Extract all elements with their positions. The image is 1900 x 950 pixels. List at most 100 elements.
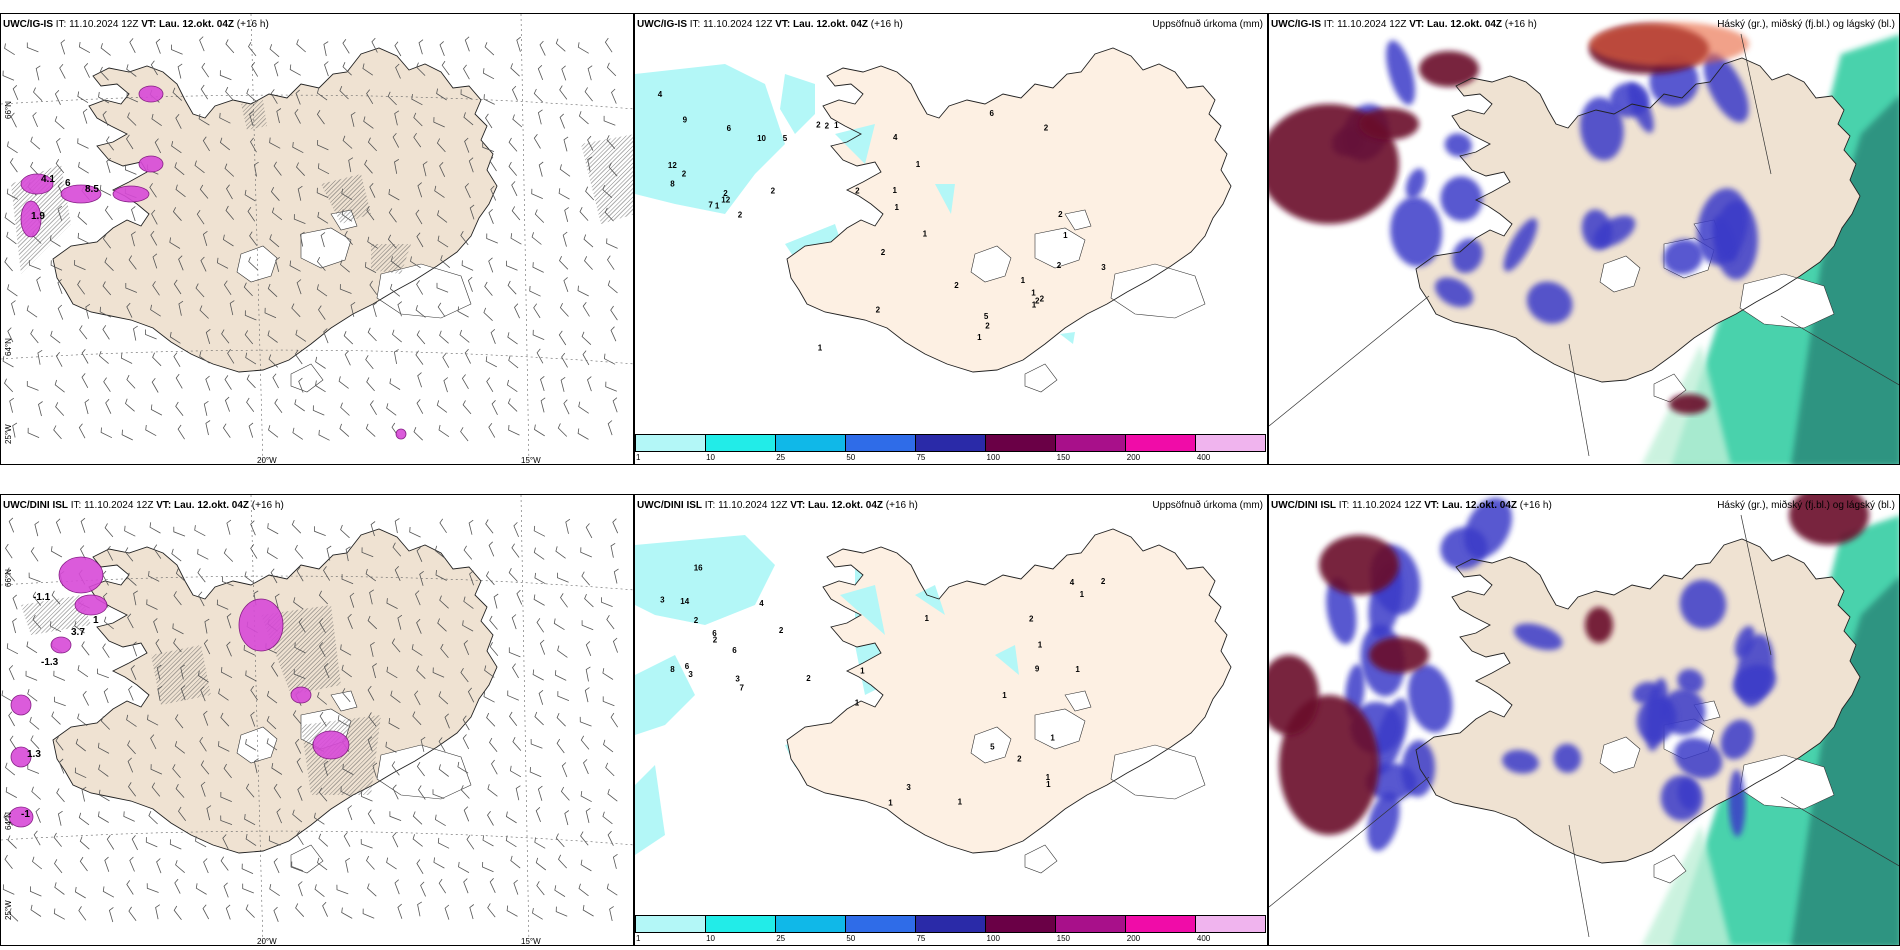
- wind-barb: [419, 570, 424, 586]
- wind-barb: [74, 621, 85, 634]
- wind-barb: [97, 668, 109, 679]
- wind-barb: [537, 785, 543, 801]
- wind-barb: [316, 187, 329, 198]
- boundary-line: [1269, 776, 1430, 908]
- wind-barb: [603, 739, 614, 753]
- wind-barb: [461, 374, 469, 390]
- wind-barb: [437, 837, 450, 849]
- wind-barb: [78, 41, 91, 54]
- wind-barb: [415, 350, 424, 365]
- wind-barb: [219, 112, 231, 124]
- wind-barb: [79, 836, 90, 850]
- wind-barb: [444, 904, 450, 920]
- precip-area: [635, 64, 785, 214]
- precip-value-label: 1: [923, 230, 928, 239]
- precip-value-label: 9: [1035, 665, 1040, 674]
- precip-value-label: 2: [806, 674, 811, 683]
- panel-header: UWC/IG-IS IT: 11.10.2024 12Z VT: Lau. 12…: [3, 19, 269, 30]
- wind-barb: [127, 740, 136, 755]
- wind-barb: [126, 64, 137, 77]
- wind-barb: [532, 908, 543, 920]
- mid-cloud-area: [1732, 664, 1777, 700]
- wind-barb: [174, 878, 181, 894]
- wind-barb: [420, 881, 426, 897]
- wind-barb: [1, 690, 13, 702]
- wind-barb: [180, 685, 186, 701]
- wind-barb: [172, 87, 183, 101]
- wind-barb: [485, 356, 497, 368]
- wind-barb: [150, 764, 163, 775]
- wind-barb: [56, 788, 65, 803]
- wind-barb: [30, 329, 39, 344]
- wind-barb: [416, 232, 424, 248]
- graticule-line: [520, 14, 530, 464]
- wind-barb: [28, 572, 41, 583]
- wind-barb: [296, 830, 304, 846]
- wind-barb: [289, 260, 301, 272]
- wind-barb: [250, 685, 258, 701]
- wind-barb: [439, 518, 447, 534]
- wind-barb: [131, 231, 136, 247]
- wind-barb: [104, 523, 114, 538]
- vertical-motion-blob: [138, 155, 164, 173]
- wind-barb: [296, 162, 305, 176]
- wind-barb: [242, 883, 254, 894]
- wind-barb: [270, 187, 280, 201]
- wind-barb: [77, 138, 89, 149]
- wind-barb: [126, 92, 139, 103]
- wind-barb: [174, 162, 185, 176]
- precip-value-label: 2: [825, 121, 830, 130]
- wind-value-label: -1.1: [33, 592, 51, 603]
- wind-barb: [85, 303, 91, 319]
- wind-barb: [437, 302, 446, 318]
- wind-barb: [216, 599, 229, 610]
- wind-barb: [205, 420, 211, 436]
- wind-barb: [487, 810, 494, 826]
- wind-barb: [298, 617, 306, 633]
- wind-barb: [579, 207, 589, 221]
- wind-barb: [273, 783, 282, 799]
- wind-barb: [391, 638, 401, 653]
- precip-value-label: 2: [881, 248, 886, 257]
- wind-barb: [416, 665, 426, 679]
- precip-value-label: 5: [990, 743, 995, 752]
- wind-barb: [487, 784, 498, 797]
- glacier-shape: [1034, 708, 1086, 750]
- wind-barb: [77, 713, 88, 727]
- wind-barb: [366, 855, 375, 870]
- wind-barb: [418, 39, 424, 55]
- wind-barb: [602, 811, 613, 825]
- wind-barb: [104, 205, 113, 221]
- wind-barb: [393, 349, 399, 364]
- wind-barb: [607, 255, 615, 270]
- wind-barb: [489, 737, 498, 752]
- wind-panel-dini: -1.1 1 3.7 -1.3 1.3 -1 UWC/DINI ISL IT: 11.10…: [0, 494, 634, 946]
- wind-barb: [610, 712, 619, 728]
- wind-barb: [511, 206, 521, 221]
- wind-barb: [128, 782, 137, 797]
- wind-barb: [533, 133, 541, 149]
- wind-barb: [484, 42, 495, 56]
- precip-value-label: 3: [735, 674, 740, 683]
- wind-barb: [561, 352, 568, 368]
- wind-barb: [554, 885, 566, 897]
- wind-barb: [437, 618, 447, 632]
- wind-barb: [557, 691, 570, 701]
- wind-barb: [222, 576, 234, 587]
- wind-barb: [266, 690, 278, 704]
- wind-barb: [342, 763, 354, 775]
- wind-barb: [4, 378, 14, 393]
- wind-barb: [558, 188, 570, 200]
- glacier-shape: [290, 363, 324, 393]
- colorbar-swatch: [636, 435, 706, 451]
- wind-barb: [438, 691, 449, 705]
- wind-barb: [540, 397, 546, 413]
- precip-value-label: 2: [713, 636, 718, 645]
- wind-value-label: 6: [65, 178, 71, 189]
- wind-barb: [342, 62, 352, 76]
- vertical-motion-blob: [20, 173, 54, 195]
- wind-barb: [216, 257, 229, 269]
- wind-barb: [268, 354, 279, 368]
- wind-barb: [578, 401, 589, 414]
- wind-barb: [35, 807, 41, 823]
